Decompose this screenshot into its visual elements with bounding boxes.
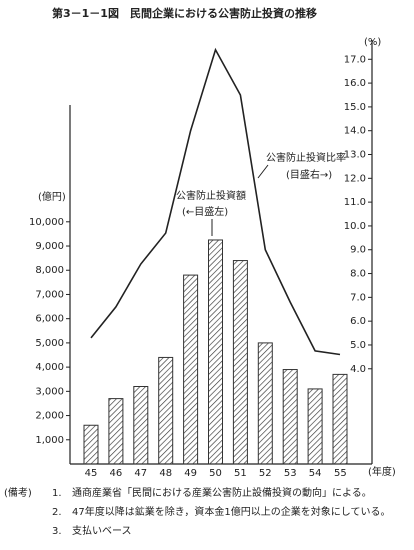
x-tick-label: 50 — [209, 468, 222, 479]
bar — [332, 373, 348, 465]
y-tick-label: 10,000 — [29, 217, 64, 228]
bar — [208, 239, 223, 465]
note-number: 1. — [52, 488, 62, 499]
y2-tick-label: 9.0 — [350, 245, 366, 256]
x-tick-label: 54 — [309, 468, 322, 479]
chart-title: 第3－1－1図 民間企業における公害防止投資の推移 — [52, 6, 317, 20]
note-text: 47年度以降は鉱業を除き，資本金1億円以上の企業を対象にしている。 — [72, 505, 391, 518]
y-tick-label: 5,000 — [35, 338, 64, 349]
y2-tick-label: 16.0 — [344, 78, 366, 89]
annotation: (目盛右→) — [286, 168, 332, 181]
bar — [183, 274, 199, 465]
note-number: 2. — [52, 507, 62, 518]
y2-tick-label: 10.0 — [344, 221, 366, 232]
x-tick-label: 48 — [159, 468, 172, 479]
y2-tick-label: 4.0 — [350, 364, 366, 375]
note-text: 支払いベース — [72, 524, 132, 537]
leader-line — [257, 164, 269, 179]
x-tick-label: 51 — [234, 468, 247, 479]
y-tick-label: 7,000 — [35, 289, 64, 300]
y2-tick-label: 13.0 — [344, 150, 366, 161]
y2-tick-label: 5.0 — [350, 340, 366, 351]
bar — [257, 342, 273, 465]
legend-label: 公害防止投資額 — [176, 189, 246, 202]
y-tick-label: 2,000 — [35, 411, 64, 422]
bar — [232, 260, 248, 465]
annotation: (←目盛左) — [182, 205, 228, 218]
x-tick-label: 52 — [259, 468, 272, 479]
y-tick-label: 4,000 — [35, 362, 64, 373]
note-text: 通商産業省「民間における産業公害防止設備投資の動向」による。 — [72, 486, 372, 499]
y2-tick-label: 8.0 — [350, 269, 366, 280]
line — [90, 47, 341, 356]
y-tick-label: 9,000 — [35, 241, 64, 252]
y-axis-label: (億円) — [38, 190, 66, 203]
legend-label: 公害防止投資比率 — [266, 151, 346, 164]
y2-tick-label: 17.0 — [344, 54, 366, 65]
y2-tick-label: 7.0 — [350, 292, 366, 303]
bar — [108, 398, 124, 465]
y2-tick-label: 6.0 — [350, 316, 366, 327]
y-tick-label: 3,000 — [35, 386, 64, 397]
y-tick-label: 1,000 — [35, 435, 64, 446]
y2-axis-label: (%) — [364, 37, 381, 48]
x-tick-label: 47 — [134, 468, 147, 479]
bar — [307, 388, 323, 465]
x-tick-label: 45 — [85, 468, 98, 479]
bar — [158, 356, 174, 465]
y-tick-label: 8,000 — [35, 265, 64, 276]
x-tick-label: 46 — [110, 468, 123, 479]
y2-tick-label: 11.0 — [344, 197, 366, 208]
notes-label: (備考) — [4, 486, 32, 499]
bar — [133, 385, 149, 465]
x-axis-label: (年度) — [368, 465, 396, 478]
y2-tick-label: 14.0 — [344, 126, 366, 137]
bar — [282, 369, 298, 465]
x-tick-label: 53 — [284, 468, 297, 479]
y2-tick-label: 12.0 — [344, 173, 366, 184]
y2-tick-label: 15.0 — [344, 102, 366, 113]
bar — [83, 424, 99, 465]
x-tick-label: 49 — [184, 468, 197, 479]
x-tick-label: 55 — [334, 468, 347, 479]
y-tick-label: 6,000 — [35, 314, 64, 325]
note-number: 3. — [52, 526, 62, 537]
